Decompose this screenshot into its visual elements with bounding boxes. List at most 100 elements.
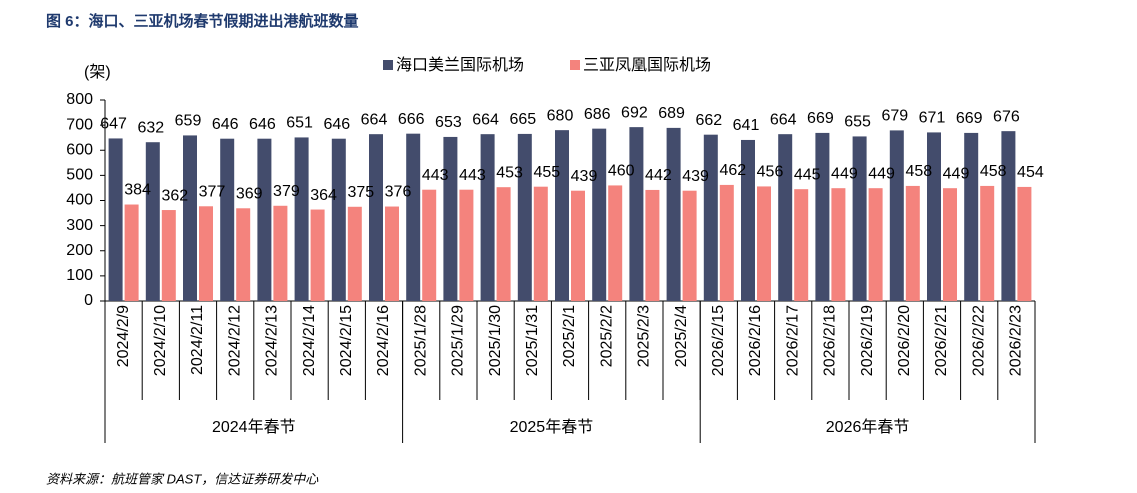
value-label: 364 [310,187,337,204]
x-tick-label: 2026/2/22 [970,305,987,376]
x-tick-label: 2024/2/13 [264,305,281,376]
bar [480,134,495,301]
group-label: 2026年春节 [826,418,910,436]
value-label: 384 [124,182,151,199]
x-tick-label: 2026/2/15 [710,305,727,376]
x-tick-label: 2026/2/20 [896,305,913,376]
value-label: 458 [905,163,932,180]
value-label: 445 [794,166,821,183]
x-tick-label: 2025/2/3 [636,305,653,367]
x-tick-label: 2026/2/23 [1008,305,1025,376]
value-label: 442 [645,167,672,184]
value-label: 439 [571,168,598,185]
value-label: 655 [844,114,871,131]
value-label: 376 [385,184,412,201]
value-label: 379 [273,183,300,200]
x-tick-label: 2025/1/30 [487,305,504,376]
bar [517,133,532,301]
bar [369,134,383,301]
bar [236,208,251,301]
bar [183,135,197,301]
bar [905,185,920,301]
legend-label: 三亚凤凰国际机场 [583,56,711,74]
legend-swatch [570,60,580,70]
value-label: 456 [757,164,784,181]
value-label: 458 [980,163,1007,180]
value-label: 443 [422,167,449,184]
bar [778,134,793,301]
value-label: 653 [435,114,462,131]
value-label: 641 [733,117,760,134]
value-label: 455 [533,164,560,181]
x-tick-label: 2026/2/18 [822,305,839,376]
y-tick-label: 500 [66,167,93,184]
bar [273,205,288,301]
bar [980,185,995,301]
bar [815,132,830,301]
bar [703,134,718,301]
bar [199,206,213,301]
x-tick-label: 2024/2/12 [226,305,243,376]
bar [347,206,362,301]
x-tick-label: 2025/2/4 [673,305,690,367]
y-tick-label: 0 [84,292,93,309]
x-tick-label: 2025/2/1 [561,305,578,367]
x-tick-label: 2026/2/16 [747,305,764,376]
bar [592,128,607,301]
value-label: 651 [286,115,313,132]
x-tick-label: 2026/2/21 [933,305,950,376]
value-label: 680 [547,107,574,124]
value-label: 665 [509,111,536,128]
x-tick-label: 2025/1/29 [450,305,467,376]
bar [294,137,309,301]
bar [571,190,585,301]
value-label: 462 [719,162,746,179]
y-tick-label: 100 [66,267,93,284]
y-tick-label: 200 [66,242,93,259]
y-tick-label: 400 [66,192,93,209]
value-label: 646 [249,116,276,133]
bar [629,127,644,301]
x-tick-label: 2025/1/31 [524,305,541,376]
value-label: 676 [993,108,1020,125]
y-tick-label: 700 [66,116,93,133]
bar [645,189,660,301]
value-label: 664 [472,111,499,128]
bar [310,209,325,301]
value-label: 646 [212,116,239,133]
bar [108,138,123,301]
bar [964,132,979,301]
bar [496,187,511,301]
value-label: 689 [658,105,685,122]
x-tick-label: 2024/2/14 [301,305,318,376]
bar [666,127,681,301]
bar [943,188,957,301]
value-label: 671 [919,110,946,127]
value-label: 369 [236,186,263,203]
chart-title: 图 6：海口、三亚机场春节假期进出港航班数量 [46,12,359,30]
bar [555,130,569,301]
value-label: 679 [881,108,908,125]
value-label: 375 [347,184,374,201]
value-label: 666 [398,111,425,128]
y-tick-label: 800 [66,91,93,108]
bar [406,133,421,301]
bar [220,138,235,301]
bar [831,188,846,301]
bar [533,186,548,301]
value-label: 669 [807,110,834,127]
value-label: 692 [621,104,648,121]
value-label: 659 [175,113,202,130]
source: 资料来源：航班管家 DAST，信达证券研发中心 [46,471,319,486]
bar [422,189,437,301]
value-label: 460 [608,163,635,180]
x-tick-label: 2024/2/11 [189,305,206,375]
x-tick-label: 2024/2/15 [338,305,355,376]
bar [145,142,160,301]
bar [1001,131,1016,301]
bar [124,204,139,301]
y-tick-label: 300 [66,217,93,234]
bar [889,130,904,301]
value-label: 362 [161,187,188,204]
